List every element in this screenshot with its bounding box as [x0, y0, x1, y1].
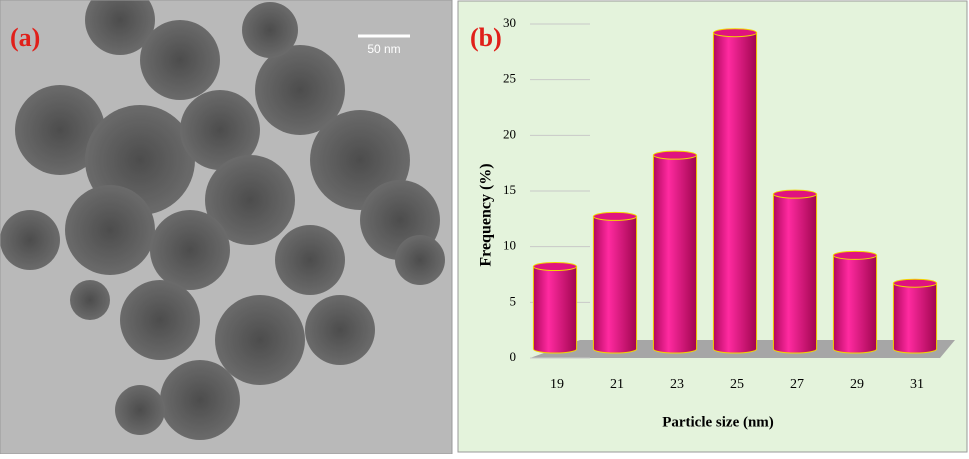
bar-top — [892, 278, 938, 288]
x-tick-label: 25 — [730, 377, 744, 392]
bar-top — [532, 262, 578, 271]
y-tick-label: 15 — [503, 182, 516, 197]
panel-label: (b) — [470, 23, 502, 52]
y-tick-label: 10 — [503, 238, 516, 253]
bar-top — [832, 250, 878, 260]
y-tick-label: 30 — [503, 15, 516, 30]
bar-top — [772, 189, 818, 199]
bar — [892, 282, 938, 354]
x-tick-label: 21 — [610, 377, 624, 392]
y-tick-label: 20 — [503, 126, 516, 141]
x-axis-label: Particle size (nm) — [662, 414, 774, 430]
y-tick-label: 0 — [510, 349, 517, 364]
bar-top — [652, 150, 698, 160]
x-tick-label: 31 — [910, 377, 924, 392]
panel-label: (a) — [10, 23, 40, 52]
bar — [532, 266, 578, 354]
y-tick-label: 25 — [503, 71, 516, 86]
bar-top — [712, 28, 758, 38]
chart: (b) Particle size (nm) Frequency (%) 0 5 1… — [457, 0, 968, 453]
y-tick-label: 5 — [510, 293, 517, 308]
x-tick-label: 19 — [550, 377, 564, 392]
scale-bar-label: 50 nm — [367, 42, 400, 56]
bar — [832, 254, 878, 354]
x-tick-label: 29 — [850, 377, 864, 392]
x-tick-label: 27 — [790, 377, 804, 392]
bar — [772, 193, 818, 354]
bar — [652, 154, 698, 354]
y-axis-label: Frequency (%) — [478, 163, 495, 266]
bar-top — [592, 211, 638, 221]
bar — [712, 32, 758, 354]
tem-image: 50 nm (a) — [0, 0, 453, 455]
x-tick-label: 23 — [670, 377, 684, 392]
bar — [592, 215, 638, 354]
